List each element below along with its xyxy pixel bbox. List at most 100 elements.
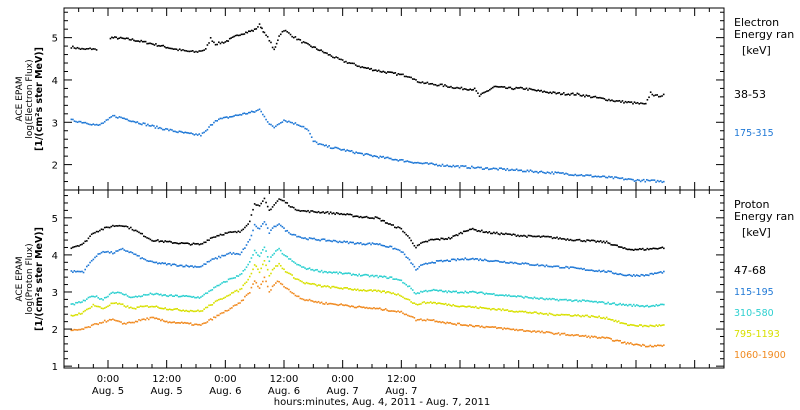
proton-y-tick-label: 1: [52, 362, 58, 373]
proton-data-point: [144, 305, 147, 307]
electron-data-point: [588, 95, 591, 97]
electron-data-point: [271, 46, 274, 49]
proton-data-point: [650, 324, 653, 327]
proton-data-point: [107, 295, 109, 298]
proton-data-point: [444, 238, 447, 240]
proton-data-point: [216, 314, 218, 317]
proton-data-point: [587, 315, 590, 318]
proton-data-point: [177, 265, 180, 267]
electron-data-point: [70, 47, 73, 49]
electron-data-point: [524, 88, 526, 91]
electron-data-point: [653, 94, 655, 97]
proton-data-point: [481, 291, 483, 294]
proton-data-point: [191, 310, 193, 312]
electron-data-point: [276, 123, 279, 126]
electron-data-point: [258, 23, 261, 25]
proton-data-point: [292, 233, 295, 236]
proton-data-point: [387, 310, 390, 312]
electron-data-point: [609, 99, 612, 102]
proton-data-point: [125, 250, 127, 252]
proton-data-point: [343, 287, 345, 289]
electron-data-point: [446, 164, 448, 167]
proton-data-point: [332, 212, 335, 214]
electron-data-point: [400, 73, 403, 76]
electron-data-point: [330, 55, 333, 57]
proton-data-point: [438, 289, 441, 292]
proton-data-point: [428, 289, 430, 292]
electron-data-point: [421, 81, 424, 83]
proton-data-point: [120, 292, 122, 294]
proton-data-point: [598, 301, 600, 303]
proton-data-point: [87, 264, 90, 266]
proton-data-point: [167, 240, 169, 243]
proton-data-point: [191, 296, 193, 298]
proton-data-point: [341, 304, 344, 306]
proton-data-point: [341, 213, 344, 216]
electron-data-point: [129, 120, 131, 122]
electron-data-point: [350, 149, 353, 152]
electron-data-point: [218, 118, 220, 121]
electron-data-point: [585, 174, 587, 176]
proton-data-point: [465, 230, 468, 232]
proton-data-point: [231, 253, 233, 255]
proton-data-point: [499, 308, 501, 311]
proton-data-point: [605, 302, 608, 305]
proton-data-point: [562, 266, 564, 269]
electron-data-point: [537, 172, 540, 174]
proton-data-point: [479, 306, 482, 308]
proton-data-point: [138, 306, 140, 308]
proton-data-point: [154, 240, 156, 242]
proton-data-point: [465, 324, 468, 327]
proton-data-point: [299, 297, 302, 300]
electron-data-point: [463, 88, 466, 90]
electron-data-point: [78, 120, 80, 123]
electron-data-point: [139, 123, 142, 125]
electron-data-point: [500, 167, 502, 169]
proton-data-point: [168, 263, 171, 265]
proton-data-point: [563, 332, 566, 335]
proton-data-point: [350, 213, 353, 216]
proton-data-point: [629, 342, 632, 344]
proton-data-point: [631, 324, 634, 326]
proton-data-point: [444, 322, 447, 325]
proton-data-point: [596, 316, 599, 319]
proton-data-point: [502, 233, 504, 235]
proton-data-point: [340, 272, 342, 274]
proton-data-point: [331, 285, 333, 288]
proton-data-point: [133, 307, 135, 310]
electron-data-point: [181, 131, 184, 134]
electron-data-point: [632, 102, 634, 105]
proton-data-point: [244, 295, 246, 298]
proton-data-point: [338, 271, 341, 274]
proton-data-point: [126, 321, 129, 324]
electron-plot-frame: [63, 7, 725, 191]
proton-data-point: [154, 305, 156, 308]
electron-data-point: [650, 179, 653, 181]
proton-data-point: [411, 242, 414, 245]
proton-data-point: [490, 232, 492, 235]
electron-data-point: [371, 155, 374, 158]
electron-data-point: [292, 123, 295, 125]
proton-data-point: [459, 231, 462, 234]
electron-data-point: [647, 179, 650, 182]
proton-data-point: [379, 217, 381, 220]
proton-data-point: [299, 264, 302, 267]
electron-data-point: [503, 86, 506, 88]
proton-data-point: [110, 292, 113, 294]
electron-data-point: [213, 41, 215, 44]
electron-data-point: [549, 91, 552, 94]
electron-data-point: [315, 48, 318, 50]
proton-data-point: [629, 274, 632, 277]
proton-data-point: [607, 337, 609, 339]
electron-data-point: [370, 154, 373, 157]
proton-data-point: [575, 239, 578, 241]
proton-data-point: [583, 267, 585, 270]
proton-data-point: [583, 239, 585, 242]
electron-data-point: [599, 96, 601, 99]
electron-data-point: [172, 48, 175, 50]
proton-data-point: [623, 247, 626, 249]
proton-data-point: [151, 239, 153, 242]
proton-data-point: [358, 216, 361, 219]
electron-data-point: [248, 30, 250, 32]
electron-data-point: [263, 115, 266, 118]
